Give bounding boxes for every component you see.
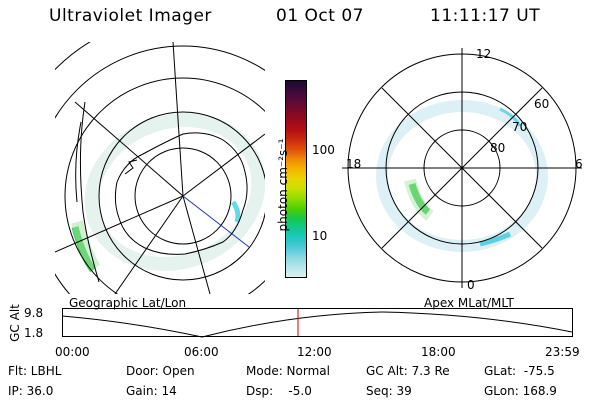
info-door: Door: Open [126, 364, 195, 378]
mlat-label-60: 60 [534, 97, 550, 111]
mlt-label-12: 12 [476, 47, 492, 61]
mlt-label-6: 6 [575, 157, 583, 171]
colorbar-tick-100: 100 [312, 143, 335, 157]
time-tick-0600: 06:00 [184, 345, 219, 359]
mlat-label-80: 80 [490, 141, 506, 155]
info-gc-alt: GC Alt: 7.3 Re [366, 364, 450, 378]
time-tick-1200: 12:00 [297, 345, 332, 359]
time-label: 11:11:17 UT [430, 6, 541, 26]
colorbar-label: photon cm⁻²s⁻¹ [276, 138, 290, 232]
gc-alt-ytick-high: 9.8 [24, 306, 44, 320]
time-tick-1800: 18:00 [421, 345, 456, 359]
mlt-label-18: 18 [346, 157, 362, 171]
mlat-label-70: 70 [512, 120, 528, 134]
info-glon: GLon: 168.9 [484, 384, 557, 398]
info-seq: Seq: 39 [366, 384, 412, 398]
mlt-polar-plot [342, 48, 582, 288]
info-mode: Mode: Normal [246, 364, 330, 378]
time-tick-0000: 00:00 [55, 345, 90, 359]
colorbar-tick-10: 10 [312, 229, 328, 243]
info-glat: GLat: -75.5 [484, 364, 555, 378]
instrument-title: Ultraviolet Imager [49, 6, 212, 26]
colorbar [285, 80, 307, 278]
mlt-label-0: 0 [467, 278, 475, 292]
date-label: 01 Oct 07 [276, 6, 364, 26]
info-gain: Gain: 14 [126, 384, 177, 398]
gc-alt-ytick-low: 1.8 [24, 326, 44, 340]
info-flt: Flt: LBHL [8, 364, 62, 378]
geographic-map [55, 42, 265, 294]
right-panel-caption: Apex MLat/MLT [424, 296, 514, 310]
altitude-timeline [62, 308, 573, 338]
left-panel-caption: Geographic Lat/Lon [69, 296, 187, 310]
info-dsp: Dsp: -5.0 [246, 384, 312, 398]
time-tick-2359: 23:59 [545, 345, 580, 359]
info-ip: IP: 36.0 [8, 384, 54, 398]
gc-alt-ylabel: GC Alt [8, 304, 22, 342]
